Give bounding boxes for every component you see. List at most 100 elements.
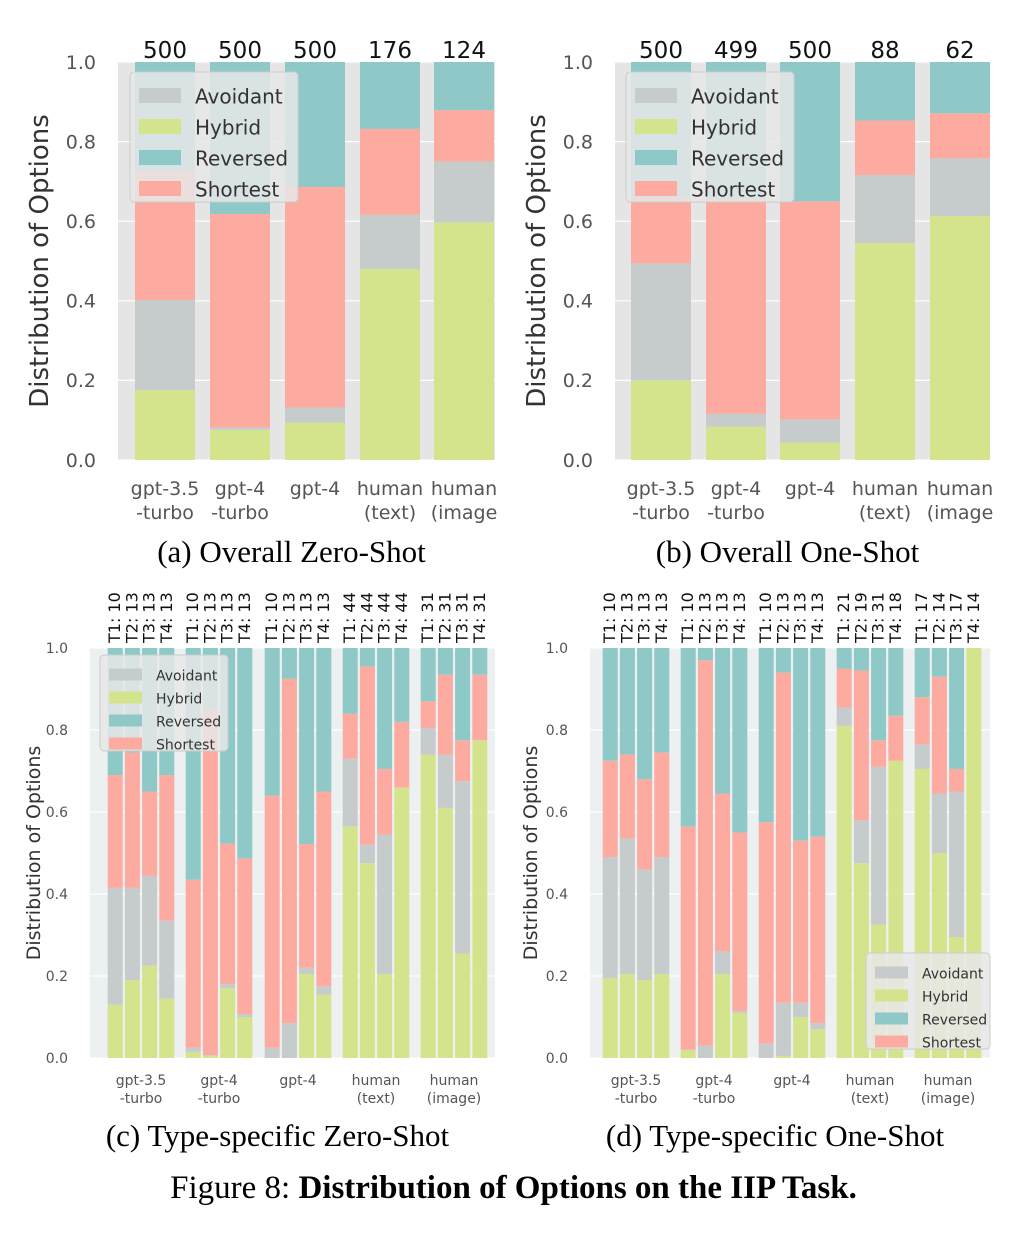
bar-segment-hybrid [810,1029,826,1058]
bar-segment-hybrid [602,978,618,1058]
legend-label: Shortest [156,738,215,754]
legend: Avoidant Hybrid Reversed Shortest [129,71,299,203]
bar-segment-shortest [185,879,201,1048]
bar-segment-avoidant [697,1045,713,1058]
x-tick-label: gpt-4 [773,1073,810,1089]
type-count-label: T2: 13 [122,592,141,644]
bar-segment-avoidant [360,214,420,269]
legend-swatch-avoidant [875,966,908,979]
x-tick-label: gpt-4 [711,478,762,500]
bar-segment-avoidant [437,754,453,808]
x-tick-label: -turbo [693,1091,736,1107]
bar-segment-reversed [281,648,297,679]
type-count-label: T3: 13 [297,592,316,644]
y-tick-label: 1.0 [563,52,593,74]
legend: Avoidant Hybrid Reversed Shortest [865,952,991,1052]
type-count-label: T1: 31 [418,592,437,644]
bar-segment-shortest [377,768,393,835]
bar-segment-hybrid [316,994,332,1058]
legend-swatch-avoidant [139,88,181,103]
bar-segment-hybrid [793,1017,809,1058]
bar-segment-shortest [810,836,826,1024]
type-count-label: T2: 13 [773,592,792,644]
bar-segment-hybrid [853,863,869,1058]
bar-segment-shortest [706,199,766,414]
bar-segment-shortest [455,740,471,782]
bar-segment-hybrid [780,442,840,460]
bar-segment-reversed [931,648,947,677]
type-count-label: T1: 44 [340,592,359,644]
subplot-title: (d) Type-specific One-Shot [606,1118,945,1153]
bar-segment-shortest [871,740,887,767]
x-tick-label: human [924,1073,973,1089]
bar-segment-reversed [855,62,915,121]
x-tick-label: (text) [364,502,416,524]
bar-segment-hybrid [855,243,915,460]
x-tick-label: (text) [859,502,911,524]
bar-segment-avoidant [135,300,195,390]
bar-segment-reversed [654,648,670,753]
subplot-title: (a) Overall Zero-Shot [157,534,426,569]
bar-segment-hybrid [434,222,494,460]
bar-segment-avoidant [285,407,345,423]
bar-segment-shortest [437,674,453,755]
x-tick-label: human [852,478,918,500]
type-count-label: T4: 13 [652,592,671,644]
y-tick-label: 0.6 [546,805,568,821]
y-tick-label: 0.2 [46,969,68,985]
bar-segment-reversed [342,648,358,714]
bar-segment-shortest [285,186,345,408]
legend-swatch-hybrid [139,119,181,134]
type-count-label: T4: 13 [314,592,333,644]
bar-segment-avoidant [159,920,175,999]
x-tick-label: gpt-3.5 [627,478,696,500]
bar-segment-avoidant [793,1002,809,1017]
x-tick-label: gpt-4 [200,1073,237,1089]
type-count-label: T4: 18 [886,592,905,644]
bar-segment-avoidant [930,158,990,217]
x-tick-label: gpt-4 [290,478,341,500]
bar-segment-reversed [810,648,826,837]
x-tick-label: (image [927,502,994,524]
bar-segment-shortest [264,795,280,1048]
legend-swatch-shortest [875,1035,908,1048]
bar-segment-avoidant [855,175,915,244]
count-label: 88 [870,38,899,64]
bar-segment-avoidant [281,1023,297,1058]
legend-swatch-shortest [109,737,142,750]
bar-segment-shortest [631,197,691,264]
bar-segment-avoidant [931,793,947,853]
figure-title: Distribution of Options on the IIP Task. [298,1170,857,1206]
count-label: 499 [714,38,758,64]
bar-segment-avoidant [715,951,731,974]
bar-segment-avoidant [237,1014,253,1017]
y-tick-label: 0.0 [66,450,96,472]
bar-segment-reversed [914,648,930,698]
bar-segment-avoidant [949,791,965,938]
bar-segment-hybrid [237,1017,253,1058]
bar-segment-reversed [237,648,253,859]
bar-segment-shortest [732,832,748,1011]
legend-label: Reversed [922,1013,987,1029]
bar-segment-reversed [793,648,809,841]
bar-segment-hybrid [437,807,453,1058]
legend-swatch-reversed [139,150,181,165]
count-label: 124 [442,38,486,64]
bar-segment-avoidant [780,419,840,443]
y-tick-label: 0.4 [546,887,568,903]
type-count-label: T4: 14 [964,592,983,644]
x-tick-label: gpt-3.5 [611,1073,662,1089]
bar-segment-hybrid [775,1055,791,1058]
legend-label: Hybrid [195,116,261,140]
y-tick-label: 0.0 [46,1051,68,1067]
bar-segment-reversed [455,648,471,741]
y-tick-label: 0.6 [66,211,96,233]
bar-segment-avoidant [455,781,471,954]
x-tick-label: human [357,478,423,500]
bar-segment-hybrid [836,725,852,1058]
bar-segment-hybrid [159,998,175,1058]
bar-segment-avoidant [210,427,270,430]
x-tick-label: -turbo [211,502,269,524]
bar-segment-shortest [853,670,869,821]
bar-segment-avoidant [185,1047,201,1052]
